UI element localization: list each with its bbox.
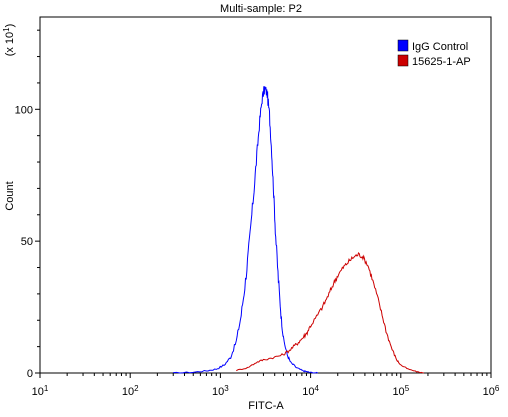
x-tick-label: 102	[122, 384, 139, 399]
x-tick-base: 10	[302, 386, 314, 398]
series-lines	[173, 86, 424, 374]
x-tick-exp: 1	[44, 384, 49, 393]
x-tick-base: 10	[122, 386, 134, 398]
x-tick-label: 104	[302, 384, 319, 399]
x-tick-base: 10	[32, 386, 44, 398]
chart-title: Multi-sample: P2	[220, 3, 302, 15]
y-tick-label: 100	[15, 104, 33, 116]
series-line-0	[173, 86, 318, 374]
x-tick-base: 10	[392, 386, 404, 398]
y-axis-label: Count	[4, 181, 16, 210]
x-tick-base: 10	[483, 386, 495, 398]
legend-label-1: 15625-1-AP	[412, 56, 471, 68]
x-tick-label: 105	[392, 384, 409, 399]
legend-swatch-1	[397, 54, 409, 67]
legend-label-0: IgG Control	[412, 41, 468, 53]
x-tick-exp: 2	[134, 384, 139, 393]
legend-swatch-0	[397, 39, 409, 52]
y-tick-label: 50	[21, 236, 33, 248]
x-axis-label: FITC-A	[248, 400, 284, 412]
plot-frame	[39, 16, 492, 374]
x-tick-label: 103	[212, 384, 229, 399]
x-tick-exp: 6	[495, 384, 500, 393]
series-line-1	[236, 251, 424, 374]
y-axis-multiplier: (x 101)	[2, 24, 17, 57]
x-tick-exp: 5	[405, 384, 410, 393]
x-tick-exp: 4	[314, 384, 319, 393]
y-tick-label: 0	[27, 368, 33, 380]
x-tick-label: 106	[483, 384, 500, 399]
y-multiplier-exp: 1	[2, 27, 11, 32]
x-tick-exp: 3	[224, 384, 229, 393]
x-tick-label: 101	[32, 384, 49, 399]
y-multiplier-base: (x 10	[4, 32, 16, 56]
x-tick-base: 10	[212, 386, 224, 398]
legend: IgG Control 15625-1-AP	[397, 39, 471, 68]
